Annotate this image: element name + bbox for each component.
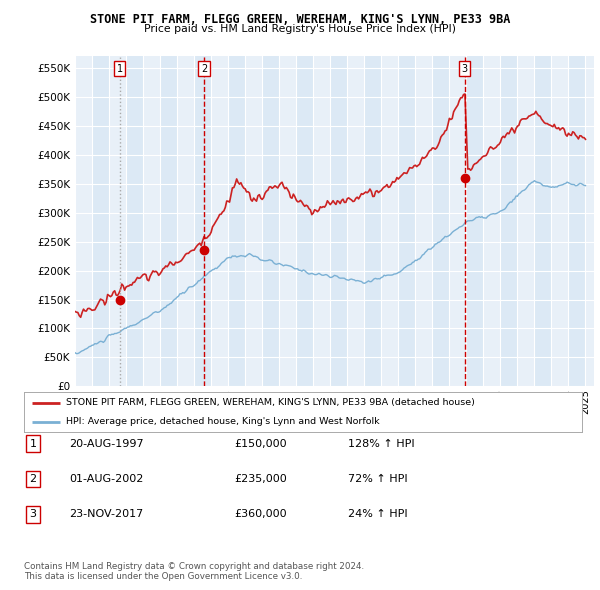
Bar <box>449 56 466 386</box>
Text: 1: 1 <box>117 64 123 74</box>
Text: 23-NOV-2017: 23-NOV-2017 <box>69 510 143 519</box>
Bar <box>517 56 535 386</box>
Bar <box>313 56 330 386</box>
Bar <box>194 56 211 386</box>
Text: Contains HM Land Registry data © Crown copyright and database right 2024.: Contains HM Land Registry data © Crown c… <box>24 562 364 571</box>
Text: £150,000: £150,000 <box>234 439 287 448</box>
Text: STONE PIT FARM, FLEGG GREEN, WEREHAM, KING'S LYNN, PE33 9BA: STONE PIT FARM, FLEGG GREEN, WEREHAM, KI… <box>90 13 510 26</box>
Text: This data is licensed under the Open Government Licence v3.0.: This data is licensed under the Open Gov… <box>24 572 302 581</box>
Bar <box>109 56 126 386</box>
Bar <box>262 56 279 386</box>
Bar <box>398 56 415 386</box>
Bar <box>330 56 347 386</box>
Bar <box>381 56 398 386</box>
Bar <box>245 56 262 386</box>
Text: £360,000: £360,000 <box>234 510 287 519</box>
Text: £235,000: £235,000 <box>234 474 287 484</box>
Bar <box>92 56 109 386</box>
Text: 128% ↑ HPI: 128% ↑ HPI <box>348 439 415 448</box>
Bar <box>160 56 177 386</box>
Bar <box>75 56 92 386</box>
Bar <box>364 56 381 386</box>
Bar <box>143 56 160 386</box>
Text: STONE PIT FARM, FLEGG GREEN, WEREHAM, KING'S LYNN, PE33 9BA (detached house): STONE PIT FARM, FLEGG GREEN, WEREHAM, KI… <box>66 398 475 408</box>
Text: 3: 3 <box>29 510 37 519</box>
Bar <box>433 56 449 386</box>
Bar <box>586 56 600 386</box>
Bar <box>211 56 228 386</box>
Bar <box>551 56 568 386</box>
Bar <box>177 56 194 386</box>
Text: 2: 2 <box>201 64 207 74</box>
Text: 2: 2 <box>29 474 37 484</box>
Bar <box>279 56 296 386</box>
Text: HPI: Average price, detached house, King's Lynn and West Norfolk: HPI: Average price, detached house, King… <box>66 417 379 427</box>
Bar <box>415 56 433 386</box>
Bar <box>484 56 500 386</box>
Text: Price paid vs. HM Land Registry's House Price Index (HPI): Price paid vs. HM Land Registry's House … <box>144 24 456 34</box>
Text: 3: 3 <box>461 64 468 74</box>
Bar <box>500 56 517 386</box>
Text: 1: 1 <box>29 439 37 448</box>
Bar <box>466 56 484 386</box>
Bar <box>568 56 586 386</box>
Text: 01-AUG-2002: 01-AUG-2002 <box>69 474 143 484</box>
Bar <box>126 56 143 386</box>
Bar <box>228 56 245 386</box>
Bar <box>347 56 364 386</box>
Bar <box>535 56 551 386</box>
Text: 24% ↑ HPI: 24% ↑ HPI <box>348 510 407 519</box>
Text: 72% ↑ HPI: 72% ↑ HPI <box>348 474 407 484</box>
Bar <box>296 56 313 386</box>
Text: 20-AUG-1997: 20-AUG-1997 <box>69 439 143 448</box>
